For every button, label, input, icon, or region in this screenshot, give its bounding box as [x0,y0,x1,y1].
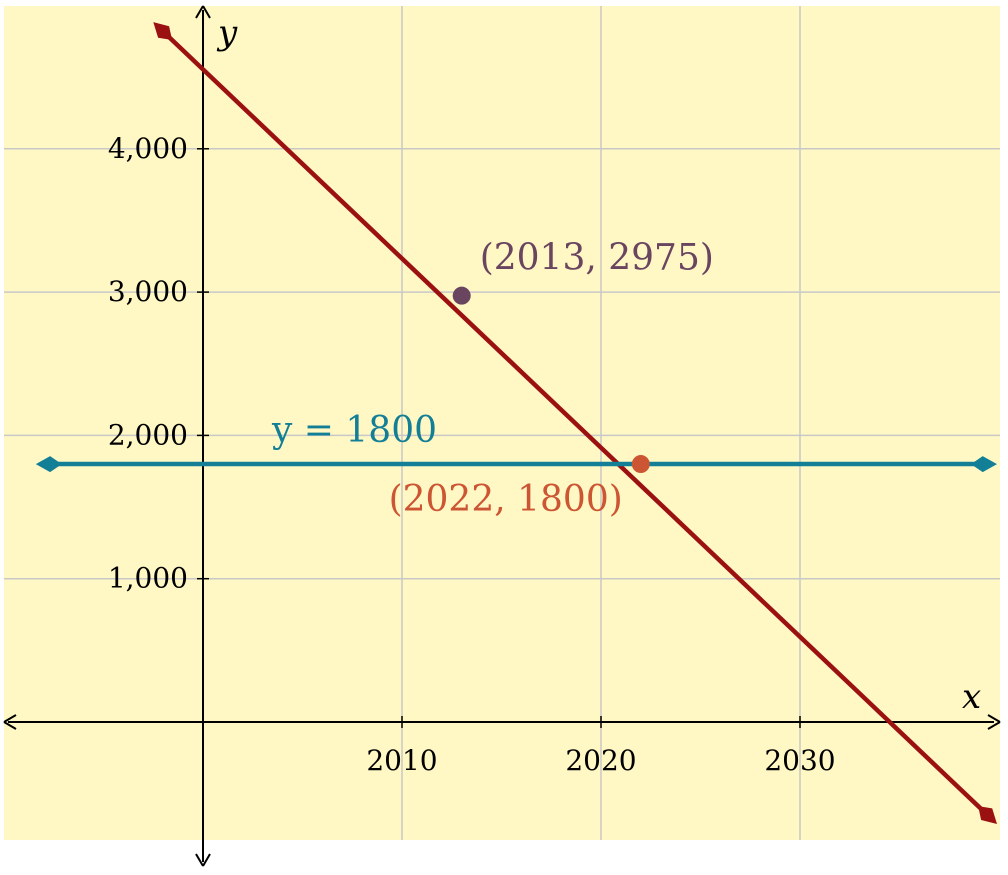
series-arrow-end-0 [978,806,997,824]
x-tick-label: 2010 [366,744,437,777]
point-label: (2022, 1800) [389,479,623,520]
points: (2013, 2975) (2022, 1800) [389,238,714,520]
point-marker [452,286,471,305]
y-tick-label: 4,000 [108,132,188,165]
x-axis-arrow-right [987,714,1001,730]
y-tick-label: 2,000 [108,418,188,451]
point-marker [631,455,650,474]
line-label-y-equals-1800: y = 1800 [271,410,437,451]
y-tick-label: 3,000 [108,275,188,308]
y-tick-label: 1,000 [108,562,188,595]
y-axis-label: y [216,13,238,53]
point-label: (2013, 2975) [480,238,714,279]
x-axis-label: x [962,677,981,717]
series-line-0 [161,30,989,817]
x-tick-label: 2020 [565,744,636,777]
plot-background [4,6,1000,840]
y-axis-arrow-down [195,853,211,867]
series-arrow-start-1 [35,456,62,473]
series-arrow-start-0 [153,22,173,40]
x-tick-label: 2030 [764,744,835,777]
grid [4,6,1000,840]
ticks: 2010 2020 2030 1,000 2,000 3,000 4,000 [108,132,836,777]
series: y = 1800 [35,22,997,824]
x-axis-arrow-left [3,714,17,730]
y-axis-arrow-up [195,5,211,19]
series-arrow-end-1 [971,456,997,473]
